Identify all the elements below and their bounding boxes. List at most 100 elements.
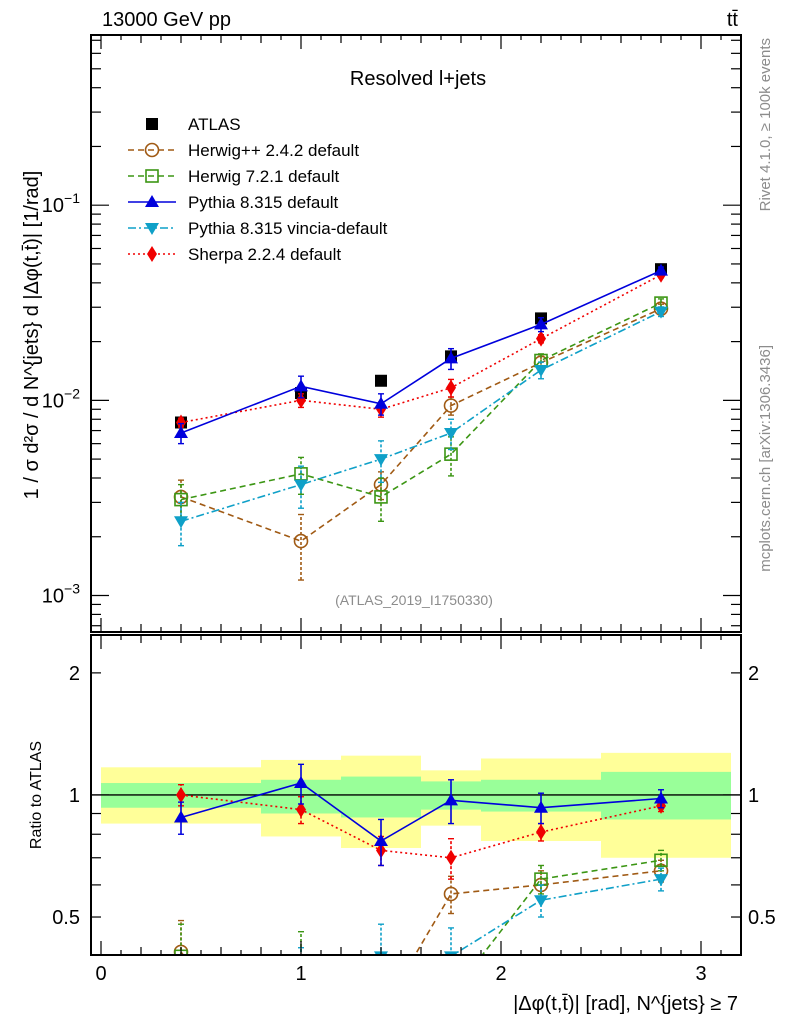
main-title: Resolved l+jets	[350, 68, 486, 90]
legend-label: Herwig 7.2.1 default	[188, 167, 339, 186]
data-point-vincia	[174, 516, 188, 529]
series-atlas	[175, 263, 667, 429]
data-point-vincia	[444, 951, 458, 955]
legend-marker-herwigpp	[144, 142, 160, 158]
data-point-pythia	[444, 793, 458, 806]
legend-marker-vincia	[145, 223, 159, 235]
data-point-sherpa	[446, 849, 456, 866]
data-point-vincia	[174, 996, 188, 1008]
ratio-y-tick-label-right: 0.5	[748, 907, 776, 929]
series-line-vincia	[180, 310, 662, 523]
series-vincia	[174, 306, 668, 547]
data-point-herwigpp	[293, 533, 309, 549]
x-tick-label: 3	[695, 963, 706, 985]
y-tick-label: 10−2	[42, 385, 80, 412]
data-point-herwig7	[445, 990, 457, 1002]
legend-label: Herwig++ 2.4.2 default	[188, 141, 359, 160]
data-point-pythia	[534, 317, 548, 330]
legend-label: Sherpa 2.2.4 default	[188, 245, 341, 264]
data-point-vincia	[654, 874, 668, 887]
x-tick-label: 1	[295, 963, 306, 985]
process-label: tt̄	[727, 9, 739, 31]
legend-marker-pythia	[145, 195, 159, 207]
data-point-sherpa	[176, 414, 186, 431]
series-line-pythia	[180, 269, 662, 434]
data-point-vincia	[534, 365, 548, 378]
legend-label: Pythia 8.315 default	[188, 193, 339, 212]
rivet-label: Rivet 4.1.0, ≥ 100k events	[757, 38, 774, 211]
y-tick-base: 10	[42, 390, 64, 412]
analysis-id-label: (ATLAS_2019_I1750330)	[335, 592, 493, 608]
data-point-vincia	[374, 454, 388, 467]
ratio-y-tick-label-left: 0.5	[52, 907, 80, 929]
y-tick-base: 10	[42, 195, 64, 217]
y-label-text: 1 / σ d²σ / d N^{jets} d |Δφ(t,t̄)| [1/r…	[21, 171, 43, 500]
data-point-sherpa	[176, 786, 186, 803]
main-y-axis-label: 1 / σ d²σ / d N^{jets} d |Δφ(t,t̄)| [1/r…	[21, 171, 43, 500]
legend-label: ATLAS	[188, 115, 241, 134]
data-point-pythia	[374, 396, 388, 409]
y-tick-label: 10−3	[42, 580, 80, 607]
y-tick-label: 10−1	[42, 190, 80, 217]
series-line-sherpa	[180, 274, 662, 424]
legend-item-sherpa: Sherpa 2.2.4 default	[128, 245, 341, 264]
ratio-panel-series	[173, 763, 669, 1019]
data-point-vincia	[444, 428, 458, 441]
ratio-y-tick-label-left: 2	[69, 663, 80, 685]
ratio-bands	[91, 752, 741, 858]
series-line-herwigpp	[180, 307, 662, 542]
series-pythia	[174, 763, 668, 867]
x-axis-label: |Δφ(t,t̄)| [rad], N^{jets} ≥ 7	[513, 993, 738, 1015]
main-panel-axes: 10−110−210−3	[42, 34, 742, 633]
ratio-y-tick-label-right: 2	[748, 663, 759, 685]
data-point-pythia	[654, 791, 668, 804]
data-point-herwig7	[374, 490, 388, 504]
band-inner	[601, 771, 731, 820]
data-point-sherpa	[536, 824, 546, 841]
series-line-vincia	[451, 878, 662, 955]
legend-marker-atlas	[146, 118, 158, 130]
y-tick-exponent: −2	[64, 385, 80, 401]
y-tick-exponent: −1	[64, 190, 80, 206]
legend-item-vincia: Pythia 8.315 vincia-default	[128, 219, 388, 238]
data-point-sherpa	[446, 379, 456, 396]
ratio-panel-axes: 0.5 0.5 1 1 2 2 0 1 2 3	[52, 634, 776, 985]
plot-frame	[90, 34, 742, 633]
data-point-pythia	[374, 833, 388, 846]
data-point-herwigpp	[443, 886, 459, 902]
series-line-herwig7	[180, 302, 662, 501]
data-point-pythia	[654, 263, 668, 276]
data-point-pythia	[174, 810, 188, 823]
series-line-pythia	[180, 782, 662, 842]
data-point-sherpa	[296, 801, 306, 818]
data-point-pythia	[294, 379, 308, 392]
ratio-y-tick-label-left: 1	[69, 785, 80, 807]
legend-marker-herwig7	[145, 169, 159, 183]
data-point-sherpa	[296, 392, 306, 409]
data-point-herwigpp	[375, 1006, 388, 1019]
legend-marker-sherpa	[147, 246, 157, 262]
data-point-herwig7	[654, 853, 668, 868]
energy-label: 13000 GeV pp	[102, 9, 231, 31]
x-tick-label: 0	[95, 963, 106, 985]
legend-label: Pythia 8.315 vincia-default	[188, 219, 388, 238]
data-point-pythia	[294, 776, 308, 789]
series-herwig7	[174, 296, 668, 522]
series-line-sherpa	[180, 794, 662, 859]
data-point-herwigpp	[443, 398, 459, 413]
data-point-vincia	[534, 895, 548, 908]
data-point-vincia	[654, 306, 668, 319]
data-point-pythia	[174, 426, 188, 439]
data-point-sherpa	[536, 330, 546, 347]
y-tick-base: 10	[42, 585, 64, 607]
data-point-pythia	[534, 800, 548, 813]
legend-item-pythia: Pythia 8.315 default	[128, 193, 339, 212]
main-panel-series	[173, 263, 669, 581]
legend-item-atlas: ATLAS	[146, 115, 241, 134]
data-point-pythia	[444, 351, 458, 364]
ratio-y-axis-label: Ratio to ATLAS	[28, 741, 45, 849]
mcplots-label: mcplots.cern.ch [arXiv:1306.3436]	[757, 345, 774, 572]
data-point-vincia	[294, 479, 308, 492]
legend-item-herwig7: Herwig 7.2.1 default	[128, 167, 339, 186]
